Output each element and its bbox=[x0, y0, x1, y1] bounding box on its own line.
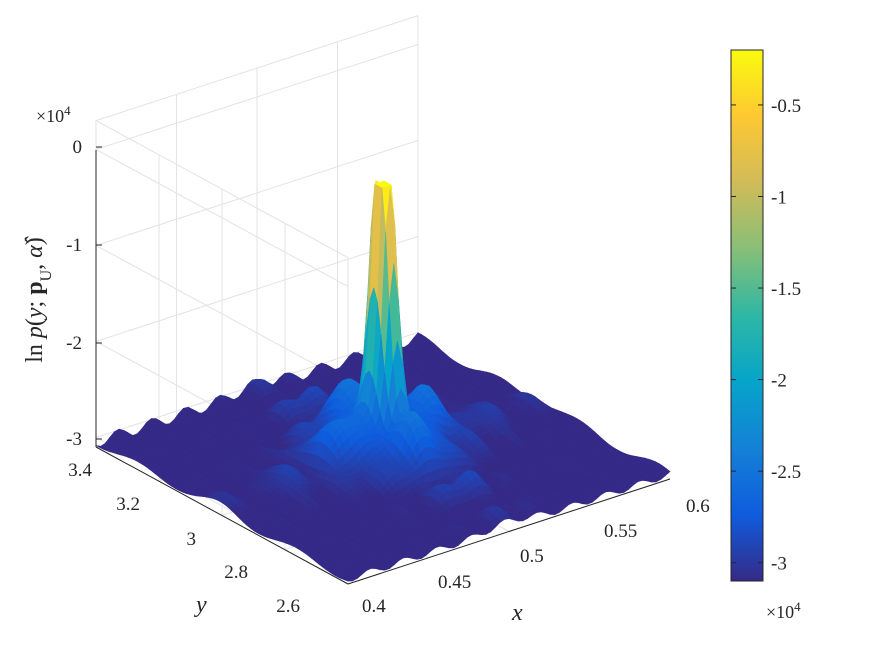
z-tick-label: -2 bbox=[66, 333, 82, 354]
colorbar-tick-label: -2 bbox=[771, 371, 787, 392]
grid-line bbox=[94, 15, 419, 259]
z-exponent-label: ×104 bbox=[36, 103, 71, 127]
x-tick-label: 0.55 bbox=[604, 521, 637, 542]
surface-mesh bbox=[95, 180, 671, 582]
grid-line bbox=[94, 43, 419, 287]
colorbar-tick-label: -2.5 bbox=[771, 462, 801, 483]
y-tick-label: 2.8 bbox=[224, 562, 248, 583]
y-axis-label: y bbox=[194, 592, 207, 618]
z-tick-label: -1 bbox=[66, 235, 82, 256]
z-tick-label: -3 bbox=[66, 429, 82, 450]
x-tick-label: 0.45 bbox=[438, 572, 471, 593]
colorbar-tick-label: -1.5 bbox=[771, 279, 801, 300]
colorbar: -0.5 -1 -1.5 -2 -2.5 -3 ×104 bbox=[730, 49, 801, 623]
x-tick-label: 0.4 bbox=[362, 596, 386, 617]
colorbar-tick-label: -3 bbox=[771, 554, 787, 575]
colorbar-exponent-label: ×104 bbox=[766, 599, 801, 623]
colorbar-tick-label: -0.5 bbox=[771, 96, 801, 117]
z-axis-label: ln p(y; pU, α̂) bbox=[22, 236, 55, 363]
z-tick-labels: -3 -2 -1 0 bbox=[66, 137, 102, 450]
y-tick-label: 2.6 bbox=[276, 596, 300, 617]
colorbar-tick-label: -1 bbox=[771, 187, 787, 208]
y-tick-label: 3.4 bbox=[68, 460, 92, 481]
svg-text:ln p(y; pU, α̂): ln p(y; pU, α̂) bbox=[22, 236, 55, 363]
x-axis-label: x bbox=[511, 600, 523, 626]
y-tick-label: 3.2 bbox=[116, 494, 140, 515]
z-tick-label: 0 bbox=[73, 137, 83, 158]
x-tick-label: 0.5 bbox=[520, 546, 544, 567]
x-tick-label: 0.6 bbox=[686, 496, 710, 517]
colorbar-fill bbox=[730, 49, 764, 582]
y-tick-label: 3 bbox=[187, 529, 197, 550]
